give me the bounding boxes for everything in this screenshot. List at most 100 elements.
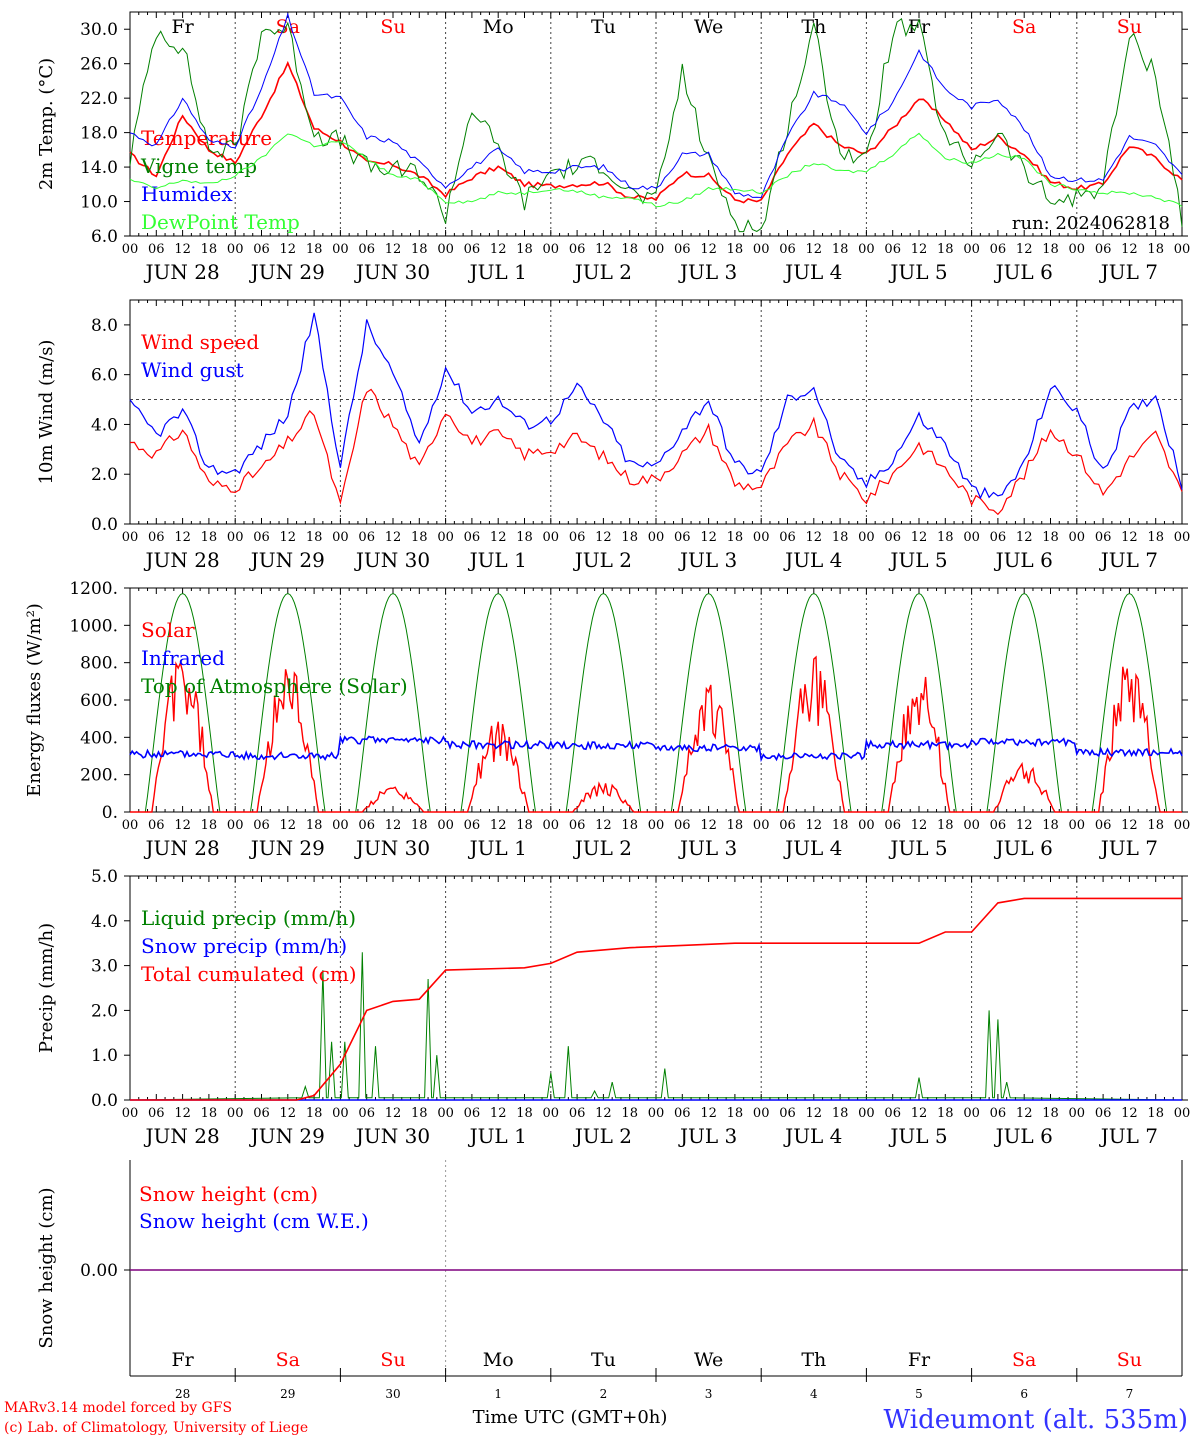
x-date-label: JUL 7 [1099,836,1158,860]
x-hour-label: 18 [516,242,533,257]
x-hour-label: 18 [306,1106,323,1121]
x-hour-label: 06 [779,530,796,545]
x-hour-label: 00 [543,242,560,257]
y-tick-label: 1.0 [91,1046,118,1066]
y-tick-label: 22.0 [80,89,118,109]
panel-energy: 0. 200. 400. 600. 800. 1000. 1200. Energy fluxe… [24,579,1190,860]
x-date-label: JUN 28 [144,1124,220,1148]
credit-line-1: MARv3.14 model forced by GFS [4,1400,232,1416]
x-hour-label: 18 [1042,530,1059,545]
x-hour-label: 00 [1174,818,1191,833]
series-line-wind-speed [129,388,1183,516]
x-hour-label: 12 [595,242,612,257]
x-date-label: JUL 6 [994,1124,1053,1148]
legend-entry: Total cumulated (cm) [141,962,357,986]
x-hour-label: 18 [411,1106,428,1121]
y-tick-label: 0. [102,803,118,823]
x-hour-label: 06 [569,530,586,545]
x-hour-label: 00 [753,1106,770,1121]
x-hour-label: 12 [1121,530,1138,545]
y-tick-label: 6.0 [91,366,118,386]
y-tick-label: 800. [80,654,118,674]
x-hour-label: 12 [806,818,823,833]
day-name-label: Fr [171,16,194,38]
x-date-label: JUN 29 [249,260,325,284]
day-name-label: Tu [591,1349,616,1371]
x-hour-label: 12 [911,1106,928,1121]
x-date-label: JUN 28 [144,548,220,572]
x-hour-label: 00 [648,818,665,833]
x-hour-label: 18 [306,242,323,257]
x-hour-label: 18 [832,530,849,545]
x-hour-label: 00 [648,242,665,257]
x-hour-label: 00 [648,1106,665,1121]
x-date-label: JUL 4 [783,1124,842,1148]
x-hour-label: 06 [358,530,375,545]
day-name-label: Su [380,16,405,38]
x-date-label: JUN 28 [144,260,220,284]
y-tick-label: 600. [80,691,118,711]
x-hour-label: 12 [1016,818,1033,833]
x-hour-label: 12 [490,530,507,545]
x-hour-label: 06 [253,818,270,833]
x-hour-label: 00 [122,530,139,545]
x-hour-label: 06 [990,530,1007,545]
bottom-axis-label: Time UTC (GMT+0h) [473,1407,668,1428]
y-axis-label: 10m Wind (m/s) [36,340,57,485]
x-date-label: JUN 30 [354,836,430,860]
x-hour-label: 18 [832,242,849,257]
day-number-label: 3 [705,1387,713,1401]
day-name-label: Tu [591,16,616,38]
series-line-solar [130,655,1182,813]
day-name-label: Su [1117,1349,1142,1371]
day-name-label: Su [1117,16,1142,38]
x-date-label: JUL 2 [573,548,632,572]
x-hour-label: 00 [332,1106,349,1121]
x-hour-label: 18 [201,1106,218,1121]
x-date-label: JUL 6 [994,260,1053,284]
x-hour-label: 00 [437,818,454,833]
legend-entry: Top of Atmosphere (Solar) [141,674,408,698]
series-line-dewpoint-temp [129,132,1183,208]
y-tick-label: 4.0 [91,415,118,435]
x-hour-label: 00 [963,530,980,545]
x-hour-label: 18 [1147,818,1164,833]
x-hour-label: 18 [1042,818,1059,833]
x-hour-label: 18 [1042,1106,1059,1121]
x-hour-label: 12 [174,242,191,257]
panel-snow: 0.00 Snow height (cm) Snow height (cm) Snow… [36,1160,1188,1401]
x-hour-label: 06 [569,1106,586,1121]
day-number-label: 5 [915,1387,923,1401]
y-tick-label: 400. [80,728,118,748]
x-hour-label: 00 [753,242,770,257]
x-hour-label: 12 [700,818,717,833]
legend-entry: Snow precip (mm/h) [141,934,347,958]
x-hour-label: 18 [937,242,954,257]
x-hour-label: 12 [280,530,297,545]
x-date-label: JUL 2 [573,836,632,860]
day-number-label: 6 [1020,1387,1028,1401]
x-hour-label: 06 [253,242,270,257]
y-tick-label: 6.0 [91,227,118,247]
day-number-label: 7 [1126,1387,1134,1401]
x-date-label: JUN 29 [249,548,325,572]
x-hour-label: 12 [280,818,297,833]
x-hour-label: 06 [148,530,165,545]
x-hour-label: 18 [727,530,744,545]
x-date-label: JUL 6 [994,548,1053,572]
y-tick-label: 200. [80,766,118,786]
x-date-label: JUN 30 [354,260,430,284]
x-date-label: JUL 4 [783,260,842,284]
y-tick-label: 0.0 [91,515,118,535]
legend-entry: Snow height (cm) [139,1182,318,1206]
x-hour-label: 12 [1016,242,1033,257]
x-hour-label: 12 [911,242,928,257]
x-hour-label: 06 [1095,818,1112,833]
y-tick-label: 10.0 [80,193,118,213]
run-label: run: 2024062818 [1012,213,1170,234]
x-date-label: JUL 3 [678,836,737,860]
x-hour-label: 06 [1095,530,1112,545]
day-number-label: 28 [175,1387,190,1401]
x-hour-label: 06 [569,242,586,257]
legend-entry: Humidex [141,182,233,206]
